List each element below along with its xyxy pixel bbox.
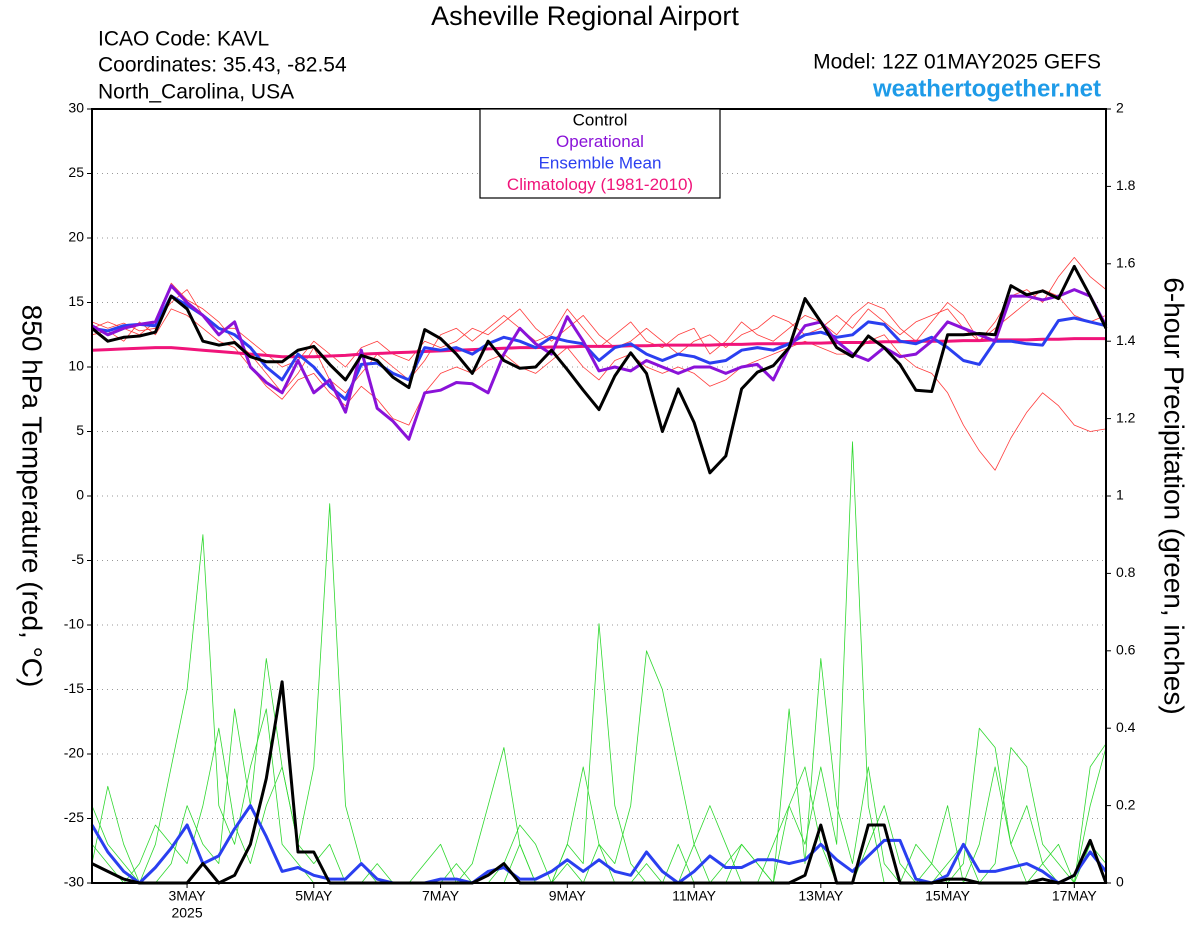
y2-tick-label: 1.2 (1116, 409, 1136, 425)
y-tick-label: 0 (76, 487, 84, 503)
y2-axis-label: 6-hour Precipitation (green, inches) (1159, 277, 1190, 714)
info-line: ICAO Code: KAVL (98, 28, 269, 51)
y2-tick-label: 0.2 (1116, 796, 1136, 812)
y2-tick-label: 0.8 (1116, 564, 1136, 580)
y-tick-label: -25 (64, 809, 84, 825)
y-tick-label: 10 (68, 358, 84, 374)
x-tick-label: 15MAY (925, 888, 971, 904)
y2-tick-label: 1.8 (1116, 177, 1136, 193)
model-label: Model: 12Z 01MAY2025 GEFS (813, 51, 1101, 74)
y-tick-label: 5 (76, 422, 84, 438)
x-tick-label: 9MAY (549, 888, 587, 904)
temperature-member-line (91, 289, 1107, 368)
x-tick-label: 17MAY (1052, 888, 1098, 904)
y2-tick-label: 1.6 (1116, 255, 1136, 271)
x-tick-label: 13MAY (798, 888, 844, 904)
y-tick-label: -10 (64, 616, 84, 632)
legend-entry: Climatology (1981-2010) (507, 175, 693, 194)
y-axis-label: 850 hPa Temperature (red, °C) (17, 305, 48, 688)
y-tick-label: 15 (68, 293, 84, 309)
y-tick-label: 30 (68, 100, 84, 116)
x-tick-label: 7MAY (422, 888, 460, 904)
y-tick-label: -15 (64, 680, 84, 696)
x-tick-label: 5MAY (295, 888, 333, 904)
y2-tick-label: 1 (1116, 487, 1124, 503)
temperature-line (91, 284, 1108, 441)
legend-box (479, 108, 721, 199)
y-tick-label: -20 (64, 745, 84, 761)
precip-line (91, 680, 1108, 885)
precip-member-line (91, 650, 1107, 884)
y2-tick-label: 0 (1116, 874, 1124, 890)
website: weathertogether.net (872, 75, 1101, 102)
x-sublabel: 2025 (171, 905, 202, 921)
legend-entry: Operational (556, 132, 644, 151)
temperature-member-line (91, 308, 1107, 471)
x-tick-label: 11MAY (672, 888, 716, 904)
chart-title: Asheville Regional Airport (431, 1, 739, 31)
y2-tick-label: 0.4 (1116, 719, 1136, 735)
y2-tick-label: 2 (1116, 100, 1124, 116)
precip-member-line (91, 534, 1107, 884)
temperature-line (91, 264, 1108, 475)
y-tick-label: 20 (68, 229, 84, 245)
info-line: Coordinates: 35.43, -82.54 (98, 54, 347, 77)
plot-area (87, 108, 1111, 888)
x-tick-label: 3MAY (169, 888, 207, 904)
legend: Control Operational Ensemble Mean Climatolo… (479, 108, 721, 199)
y-tick-label: -30 (64, 874, 84, 890)
y2-tick-label: 0.6 (1116, 642, 1136, 658)
y2-tick-label: 1.4 (1116, 332, 1136, 348)
legend-entry: Ensemble Mean (539, 153, 662, 172)
info-line: North_Carolina, USA (98, 81, 294, 104)
legend-entry: Control (573, 110, 628, 129)
y-tick-label: 25 (68, 164, 84, 180)
y-tick-label: -5 (72, 551, 85, 567)
